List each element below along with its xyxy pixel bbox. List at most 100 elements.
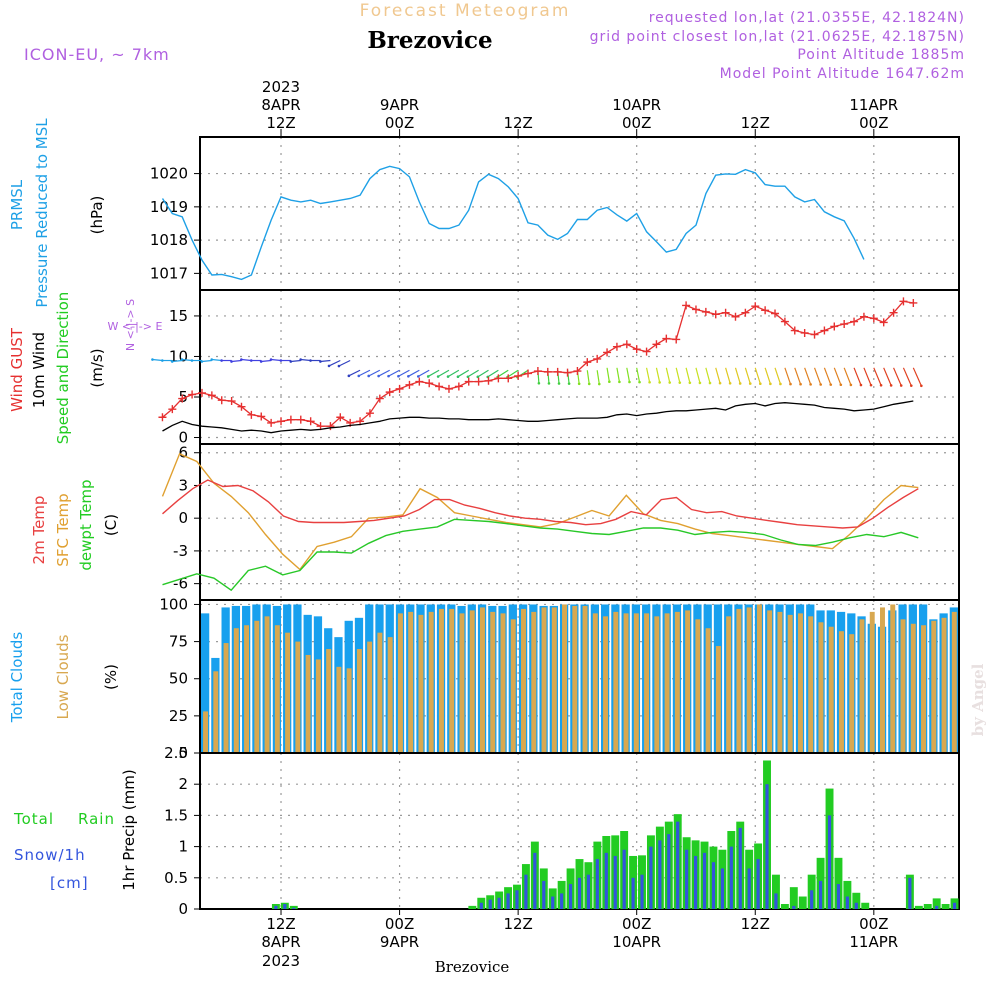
y-tick-label: 1 bbox=[178, 838, 188, 856]
wind-arrow bbox=[645, 367, 651, 383]
low-cloud-bar bbox=[777, 611, 783, 753]
low-cloud-bar bbox=[890, 604, 896, 753]
clouds-unit-label: (%) bbox=[102, 664, 120, 690]
credit-watermark: by Angel bbox=[969, 663, 987, 736]
y-tick-label: 0 bbox=[178, 509, 188, 527]
gust-marker bbox=[573, 367, 582, 376]
low-cloud-bar bbox=[705, 628, 711, 753]
wind-arrow-head bbox=[819, 383, 822, 386]
gust-marker bbox=[711, 310, 720, 319]
low-cloud-bar bbox=[931, 620, 937, 753]
top-axis-label: 00Z bbox=[622, 114, 651, 132]
wind-arrow bbox=[843, 367, 852, 386]
wind-arrow-head bbox=[708, 381, 712, 385]
snow-bar bbox=[908, 877, 912, 909]
wind-arrow-head bbox=[557, 382, 561, 385]
low-cloud-bar bbox=[551, 607, 557, 753]
top-axis-label: 12Z bbox=[741, 114, 770, 132]
wind-arrow-head bbox=[759, 382, 762, 386]
snow-bar bbox=[836, 884, 841, 909]
snow-bar bbox=[613, 855, 617, 909]
wind-arrow bbox=[241, 358, 252, 362]
wind-arrow bbox=[270, 358, 282, 362]
low-cloud-bar bbox=[438, 608, 444, 753]
gust-marker bbox=[178, 394, 187, 403]
y-tick-label: 10 bbox=[169, 347, 188, 365]
wind-arrow-head bbox=[618, 380, 621, 384]
snow-bar bbox=[845, 896, 849, 909]
wind-arrow bbox=[348, 369, 361, 377]
low-cloud-bar bbox=[244, 625, 250, 753]
app-title: Forecast Meteogram bbox=[360, 1, 571, 21]
gust-marker bbox=[395, 384, 404, 393]
wind-arrow-head bbox=[779, 382, 782, 386]
wind-arrow bbox=[368, 369, 381, 377]
wind-panel: 0 5 10 15 bbox=[151, 289, 960, 447]
gust-marker bbox=[168, 405, 177, 414]
low-cloud-bar bbox=[377, 632, 383, 753]
wind-arrow-head bbox=[299, 358, 302, 361]
low-cloud-bar bbox=[346, 668, 352, 753]
snow-bar bbox=[765, 784, 769, 909]
wind-direction-label: Speed and Direction bbox=[54, 292, 72, 445]
dewpoint-line bbox=[162, 518, 919, 592]
wind-arrow bbox=[734, 367, 741, 384]
low-cloud-bar bbox=[674, 611, 680, 753]
wind-arrow bbox=[873, 367, 882, 386]
wind-arrow-head bbox=[337, 364, 341, 368]
snow-bar bbox=[952, 902, 957, 909]
y-tick-label: 0 bbox=[178, 744, 188, 762]
wind-arrow-head bbox=[869, 383, 873, 387]
snow-bar bbox=[283, 904, 287, 909]
gust-marker bbox=[306, 417, 315, 426]
wind-arrow bbox=[398, 369, 410, 377]
low-cloud-bar bbox=[818, 622, 824, 753]
wind-arrow-head bbox=[426, 375, 430, 378]
low-cloud-bar bbox=[336, 666, 342, 753]
gust-marker bbox=[543, 367, 552, 376]
wind-arrow-head bbox=[889, 384, 893, 387]
snow-bar bbox=[756, 859, 760, 909]
y-tick-label: 15 bbox=[169, 307, 188, 325]
wind10m-line bbox=[162, 400, 914, 434]
low-cloud-bar bbox=[510, 619, 516, 753]
bottom-axis-label: 00Z bbox=[385, 915, 414, 933]
snow-bar bbox=[568, 884, 573, 909]
low-cloud-bar bbox=[787, 614, 793, 753]
bottom-axis-label: 00Z bbox=[859, 915, 888, 933]
snow-bar bbox=[827, 815, 832, 909]
wind-arrow bbox=[744, 367, 751, 384]
wind-arrow bbox=[853, 367, 862, 386]
gust-marker bbox=[731, 312, 740, 321]
gust-marker bbox=[790, 326, 799, 335]
wind-arrow bbox=[863, 367, 872, 386]
snow-unit-label: [cm] bbox=[50, 874, 89, 892]
low-cloud-bar bbox=[397, 613, 403, 753]
y-tick-label: 1020 bbox=[150, 165, 188, 183]
low-cloud-bar bbox=[428, 611, 434, 753]
y-tick-label: 1.5 bbox=[164, 806, 188, 824]
gust-marker bbox=[494, 374, 503, 383]
low-cloud-bar bbox=[274, 625, 280, 753]
wind-arrow-head bbox=[728, 382, 732, 385]
wind-arrow bbox=[833, 367, 842, 385]
top-axis-label: 12Z bbox=[503, 114, 532, 132]
wind-arrow-head bbox=[678, 381, 682, 384]
wind-arrow-head bbox=[436, 375, 440, 378]
y-tick-label: 3 bbox=[178, 476, 188, 494]
snow-bar bbox=[935, 905, 939, 909]
gust-marker bbox=[385, 388, 394, 397]
low-cloud-bar bbox=[213, 671, 219, 753]
precip-unit-label: 1hr Precip (mm) bbox=[120, 769, 138, 890]
snow-bar bbox=[667, 834, 671, 909]
wind-arrow bbox=[300, 358, 311, 362]
wind-arrow bbox=[902, 367, 912, 386]
gust-marker bbox=[682, 301, 691, 310]
wind-arrow-head bbox=[456, 375, 460, 378]
wind-arrow bbox=[261, 359, 272, 363]
snow-bar bbox=[274, 905, 278, 909]
point-altitude: Point Altitude 1885m bbox=[797, 47, 965, 63]
wind-arrow-head bbox=[387, 374, 390, 378]
wind-arrow bbox=[636, 367, 641, 383]
